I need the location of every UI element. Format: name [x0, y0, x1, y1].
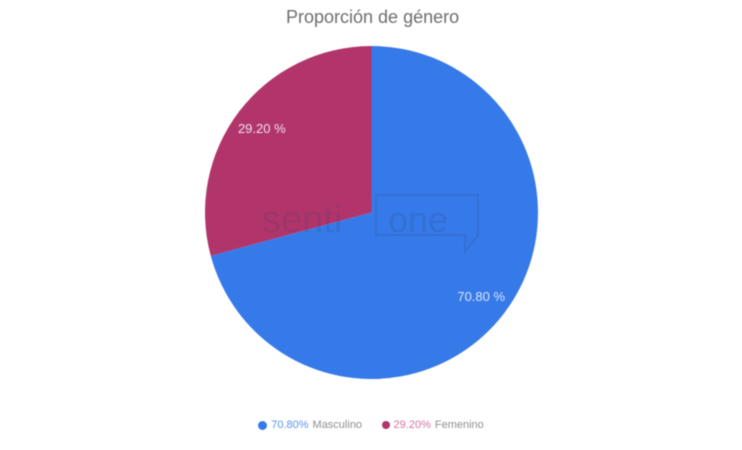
svg-text:one: one	[388, 199, 448, 240]
svg-text:senti: senti	[262, 199, 342, 241]
svg-text:29.20 %: 29.20 %	[238, 121, 286, 136]
svg-text:70.80 %: 70.80 %	[457, 289, 505, 304]
